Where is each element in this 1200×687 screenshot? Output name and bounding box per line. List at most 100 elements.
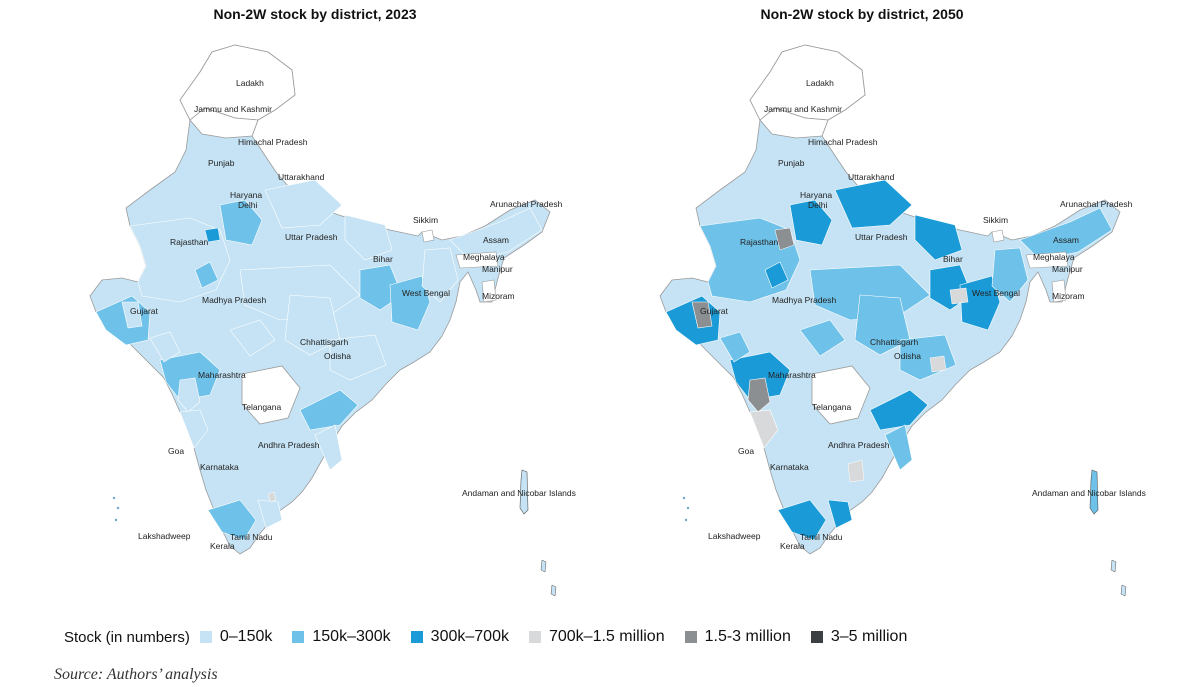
- district-region: [421, 247, 459, 303]
- state-label: Jammu and Kashmir: [764, 104, 842, 114]
- district-region: [749, 409, 779, 449]
- legend-label: 1.5-3 million: [704, 628, 791, 645]
- region-telangana: [811, 365, 871, 425]
- state-label: Karnataka: [770, 462, 809, 472]
- district-region: [179, 409, 209, 449]
- islands-nicobar: [550, 584, 557, 597]
- district-region: [929, 355, 947, 373]
- district-region: [949, 287, 969, 305]
- district-region: [764, 261, 789, 289]
- state-label: Manipur: [1052, 264, 1083, 274]
- islands-nicobar: [1110, 559, 1117, 573]
- india-map-2023: Ladakh Jammu and Kashmir Himachal Pradesh P…: [89, 44, 576, 597]
- district-region: [389, 275, 431, 331]
- island-lakshadweep: [112, 496, 116, 500]
- district-region: [194, 261, 219, 289]
- state-label: Maharashtra: [768, 370, 816, 380]
- district-region: [207, 499, 257, 541]
- district-region: [329, 334, 387, 381]
- state-label: Gujarat: [700, 306, 729, 316]
- region-meghalaya: [455, 251, 499, 269]
- state-label: Telangana: [242, 402, 282, 412]
- legend: Stock (in numbers) 0–150k 150k–300k 300k…: [64, 626, 927, 648]
- district-region: [159, 351, 221, 401]
- region-mizoram: [481, 279, 497, 303]
- legend-swatch: [528, 631, 541, 643]
- legend-label: 150k–300k: [312, 628, 391, 645]
- state-label: Sikkim: [413, 215, 438, 225]
- state-label: Odisha: [324, 351, 351, 361]
- state-label: Lakshadweep: [138, 531, 191, 541]
- state-label: Meghalaya: [1033, 252, 1075, 262]
- state-label: Haryana: [800, 190, 832, 200]
- district-region: [854, 294, 911, 356]
- state-label: Andaman and Nicobar Islands: [1032, 488, 1146, 498]
- state-label: Kerala: [780, 541, 805, 551]
- district-region: [834, 179, 913, 229]
- district-region: [314, 424, 343, 471]
- district-region: [719, 331, 751, 363]
- legend-label: 0–150k: [219, 628, 273, 645]
- state-label: Meghalaya: [463, 252, 505, 262]
- district-region: [789, 199, 833, 246]
- state-label: Arunachal Pradesh: [1060, 199, 1133, 209]
- island-lakshadweep: [116, 506, 120, 510]
- legend-title: Stock (in numbers): [64, 628, 190, 646]
- state-label: West Bengal: [972, 288, 1020, 298]
- region-meghalaya: [1025, 251, 1069, 269]
- state-label: Manipur: [482, 264, 513, 274]
- state-label: Andhra Pradesh: [828, 440, 890, 450]
- map-title-2023: Non-2W stock by district, 2023: [213, 6, 417, 22]
- region-sikkim: [421, 229, 435, 243]
- district-region: [204, 227, 221, 243]
- state-label: Haryana: [230, 190, 262, 200]
- district-region: [747, 377, 771, 413]
- district-region: [229, 319, 276, 357]
- district-region: [847, 459, 865, 483]
- state-label: Andaman and Nicobar Islands: [462, 488, 576, 498]
- state-label: Mizoram: [482, 291, 515, 301]
- state-label: Gujarat: [130, 306, 159, 316]
- district-region: [284, 294, 341, 356]
- state-label: Andhra Pradesh: [258, 440, 320, 450]
- legend-item: 150k–300k: [292, 628, 391, 646]
- state-label: Chhattisgarh: [870, 337, 918, 347]
- state-label: Goa: [738, 446, 754, 456]
- state-label: Delhi: [808, 200, 827, 210]
- island-lakshadweep: [686, 506, 690, 510]
- map-title-2050: Non-2W stock by district, 2050: [760, 6, 964, 22]
- state-label: Uttar Pradesh: [855, 232, 908, 242]
- state-label: Assam: [1053, 235, 1079, 245]
- state-label: Uttarakhand: [278, 172, 325, 182]
- state-label: Uttarakhand: [848, 172, 895, 182]
- state-label: Bihar: [373, 254, 393, 264]
- islands-nicobar: [540, 559, 547, 573]
- legend-item: 0–150k: [199, 628, 273, 646]
- state-label: Uttar Pradesh: [285, 232, 338, 242]
- island-lakshadweep: [684, 518, 688, 522]
- district-region: [177, 377, 201, 413]
- state-label: Jammu and Kashmir: [194, 104, 272, 114]
- district-region: [267, 491, 277, 503]
- district-region: [777, 499, 827, 541]
- district-region: [121, 301, 143, 329]
- state-label: West Bengal: [402, 288, 450, 298]
- district-region: [884, 424, 913, 471]
- legend-item: 3–5 million: [810, 628, 907, 646]
- legend-label: 300k–700k: [430, 628, 509, 645]
- state-label: Madhya Pradesh: [772, 295, 837, 305]
- state-label: Karnataka: [200, 462, 239, 472]
- state-label: Ladakh: [806, 78, 834, 88]
- district-region: [869, 389, 929, 431]
- state-label: Arunachal Pradesh: [490, 199, 563, 209]
- legend-item: 1.5-3 million: [684, 628, 791, 646]
- state-label: Lakshadweep: [708, 531, 761, 541]
- state-label: Madhya Pradesh: [202, 295, 267, 305]
- state-label: Tamil Nadu: [800, 532, 843, 542]
- state-label: Himachal Pradesh: [238, 137, 308, 147]
- state-label: Mizoram: [1052, 291, 1085, 301]
- state-label: Maharashtra: [198, 370, 246, 380]
- state-label: Rajasthan: [740, 237, 779, 247]
- state-label: Telangana: [812, 402, 852, 412]
- island-lakshadweep: [114, 518, 118, 522]
